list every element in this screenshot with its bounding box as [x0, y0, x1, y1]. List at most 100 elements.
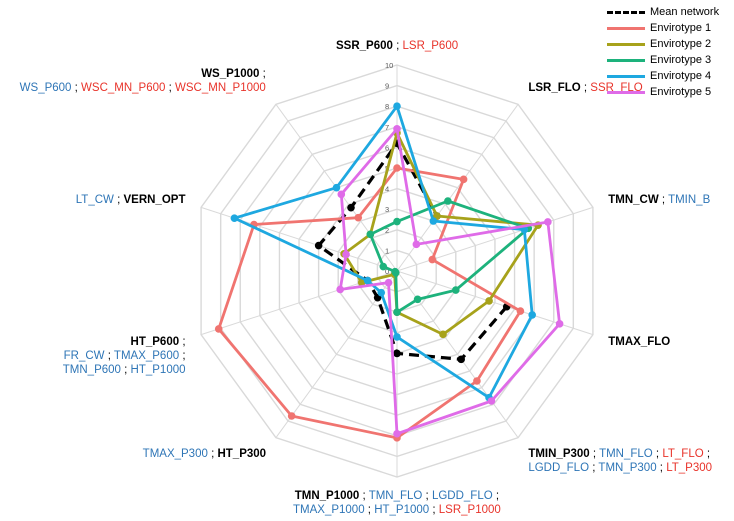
data-point [314, 241, 323, 250]
axis-label-segment: WS_P1000 [201, 68, 260, 81]
axis-label: LT_CW ; VERN_OPT [76, 193, 186, 207]
axis-label-segment: ; [259, 68, 266, 81]
axis-label: TMN_CW ; TMIN_B [608, 193, 710, 207]
data-point [336, 285, 344, 294]
data-point [393, 349, 401, 358]
data-point [393, 429, 401, 438]
data-point [347, 203, 355, 212]
legend-item: Envirotype 5 [607, 84, 719, 100]
axis-label-segment: ; [165, 82, 176, 95]
legend-swatch [607, 90, 645, 94]
data-point [393, 308, 401, 317]
legend-label: Mean network [650, 6, 720, 18]
axis-label: SSR_P600 ; LSR_P600 [336, 39, 458, 53]
axis-label-segment: TMN_CW [608, 194, 659, 207]
axis-label-line: HT_P600 ; [63, 335, 186, 349]
axis-label-segment: WSC_MN_P600 [81, 82, 166, 95]
axis-label-segment: LT_FLO [662, 447, 704, 460]
axis-label-segment: HT_P300 [217, 447, 267, 460]
data-point [366, 230, 375, 239]
axis-label-segment: ; [589, 447, 600, 460]
axis-label-segment: TMN_P600 [62, 363, 121, 376]
axis-label-segment: ; [429, 504, 439, 516]
legend-swatch [607, 10, 645, 14]
data-point [428, 255, 437, 264]
axis-label-line: LT_CW ; VERN_OPT [76, 193, 186, 207]
axis-label-segment: FR_CW [63, 349, 105, 362]
tick-label: 1 [385, 246, 389, 255]
axis-label-segment: TMN_P1000 [294, 490, 360, 502]
data-point [473, 377, 481, 385]
series-2 [214, 164, 525, 442]
axis-label-segment: ; [392, 40, 403, 52]
data-point [357, 278, 366, 287]
data-point [544, 218, 552, 226]
data-point [528, 311, 536, 319]
tick-label: 10 [385, 61, 393, 70]
axis-label-segment: ; [179, 349, 186, 362]
axis-label: HT_P600 ; FR_CW ; TMAX_P600 ; TMN_P600 ; H… [63, 335, 186, 377]
data-point [354, 213, 363, 222]
legend-item: Envirotype 1 [607, 20, 719, 36]
axis-label: TMAX_FLO [608, 335, 670, 349]
data-point [393, 125, 401, 133]
data-point [342, 250, 350, 259]
series-line [338, 127, 562, 436]
axis-label-segment: TMN_FLO [599, 447, 653, 460]
axis-label-segment: TMAX_P600 [113, 349, 180, 362]
data-point [439, 330, 447, 339]
tick-label: 8 [385, 102, 389, 111]
axis-label: TMIN_P300 ; TMN_FLO ; LT_FLO ; LGDD_FLO ;… [528, 447, 712, 475]
data-point [485, 297, 493, 305]
axis-label-segment: ; [703, 447, 711, 460]
data-point [457, 355, 465, 364]
axis-label-segment: LSR_P1000 [438, 504, 501, 516]
axis-label-segment: ; [104, 349, 114, 362]
axis-label-segment: ; [589, 461, 599, 474]
series-6 [336, 125, 564, 438]
data-point [332, 183, 341, 192]
axis-label-segment: TMIN_B [668, 194, 711, 207]
axis-label-segment: ; [492, 490, 500, 502]
axis-label: TMN_P1000 ; TMN_FLO ; LGDD_FLO ; TMAX_P10… [293, 489, 501, 517]
axis-label-segment: WSC_MN_P1000 [175, 82, 266, 95]
axis-label-segment: SSR_P600 [336, 40, 393, 52]
axis-label-segment: TMIN_P300 [528, 447, 590, 460]
legend-label: Envirotype 2 [650, 38, 712, 50]
series-5 [230, 102, 536, 402]
axis-label-segment: TMN_P300 [598, 461, 657, 474]
axis-label-segment: WS_P600 [19, 82, 72, 95]
data-point [393, 164, 401, 172]
tick-label: 6 [385, 143, 389, 152]
data-point [379, 262, 388, 271]
axis-label-line: WS_P600 ; WSC_MN_P600 ; WSC_MN_P1000 [20, 81, 266, 95]
tick-label: 9 [385, 82, 389, 91]
axis-label-segment: TMAX_P300 [142, 447, 208, 460]
legend-label: Envirotype 4 [650, 70, 712, 82]
axis-label-line: TMN_P600 ; HT_P1000 [63, 363, 186, 377]
tick-label: 0 [385, 267, 389, 276]
axis-label-segment: ; [658, 194, 669, 207]
axis-label-segment: ; [179, 335, 186, 348]
axis-label-line: TMAX_FLO [608, 335, 670, 349]
axis-label: WS_P1000 ; WS_P600 ; WSC_MN_P600 ; WSC_MN… [20, 67, 266, 95]
data-point [377, 288, 386, 297]
axis-label-segment: VERN_OPT [123, 194, 186, 207]
axis-label-segment: ; [113, 194, 124, 207]
axis-label-segment: ; [71, 82, 82, 95]
data-point [413, 295, 422, 304]
axis-label-segment: LSR_FLO [528, 82, 581, 95]
axis-label-segment: HT_P600 [130, 335, 180, 348]
data-point [363, 276, 372, 285]
axis-label-segment: TMN_FLO [368, 490, 423, 502]
legend: Mean network Envirotype 1 Envirotype 2 Envi… [607, 4, 719, 100]
legend-item: Mean network [607, 4, 719, 20]
axis-label-segment: LT_CW [75, 194, 114, 207]
axis-label-line: SSR_P600 ; LSR_P600 [336, 39, 458, 53]
legend-swatch [607, 74, 645, 78]
axis-label-segment: HT_P1000 [374, 504, 430, 516]
axis-label-segment: HT_P1000 [130, 363, 186, 376]
axis-label: TMAX_P300 ; HT_P300 [143, 447, 266, 461]
data-point [214, 325, 223, 333]
data-point [444, 197, 452, 205]
